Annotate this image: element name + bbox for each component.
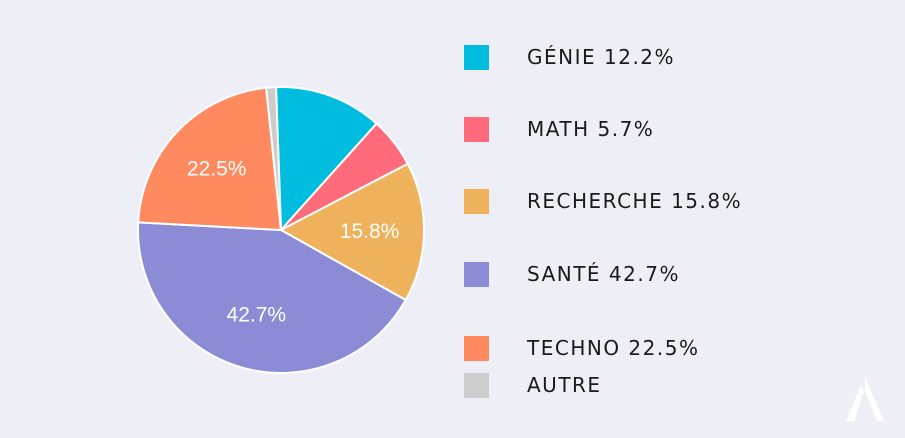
legend-item-genie: GÉNIE 12.2%	[464, 44, 675, 70]
legend-item-techno: TECHNO 22.5%	[464, 335, 699, 361]
pie-slice-sante	[137, 221, 407, 374]
legend-item-recherche: RECHERCHE 15.8%	[464, 188, 742, 214]
pie-data-label: 22.5%	[187, 157, 247, 180]
pie-data-label: 42.7%	[227, 304, 287, 327]
legend-swatch	[464, 116, 489, 142]
legend-item-math: MATH 5.7%	[464, 116, 654, 142]
legend-label: SANTÉ 42.7%	[527, 262, 680, 286]
legend-item-autre: AUTRE	[464, 372, 602, 398]
legend-label: MATH 5.7%	[527, 117, 655, 141]
legend-swatch	[464, 372, 489, 398]
legend-label: GÉNIE 12.2%	[527, 45, 676, 69]
pie-slice-techno	[137, 86, 282, 231]
legend-label: TECHNO 22.5%	[527, 336, 700, 360]
pie-slice-autre	[265, 86, 282, 231]
pie-slice-recherche	[280, 162, 425, 302]
legend-label: RECHERCHE 15.8%	[527, 189, 743, 213]
legend-swatch	[464, 44, 489, 70]
legend-swatch	[464, 335, 489, 361]
legend-label: AUTRE	[527, 373, 602, 397]
legend-swatch	[464, 188, 489, 214]
pie-slice-genie	[275, 86, 378, 231]
pie-data-label: 15.8%	[340, 220, 400, 243]
legend-swatch	[464, 261, 489, 287]
brand-logo-icon	[846, 377, 884, 421]
legend-item-sante: SANTÉ 42.7%	[464, 261, 680, 287]
